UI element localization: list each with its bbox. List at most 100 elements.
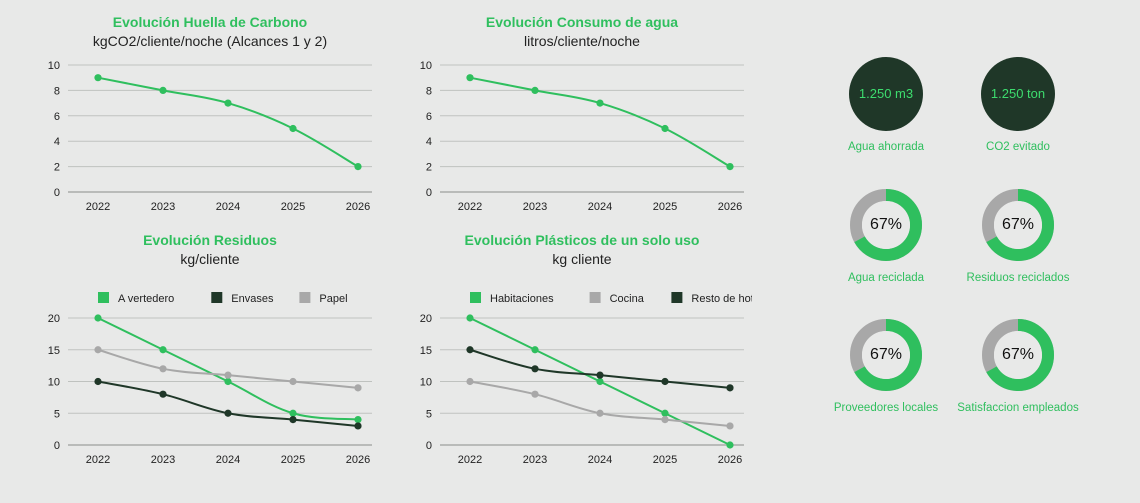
data-point bbox=[224, 371, 232, 379]
x-tick-label: 2024 bbox=[216, 201, 240, 213]
chart-water: Evolución Consumo de agua litros/cliente… bbox=[412, 14, 752, 214]
data-point bbox=[726, 441, 734, 449]
y-tick-label: 20 bbox=[48, 313, 60, 325]
data-point bbox=[354, 422, 362, 430]
y-tick-label: 6 bbox=[54, 111, 60, 123]
x-tick-label: 2025 bbox=[281, 454, 305, 464]
data-point bbox=[726, 163, 734, 171]
donut-hole bbox=[862, 201, 910, 249]
data-point bbox=[354, 163, 362, 171]
kpi-value: 1.250 m3 bbox=[849, 57, 923, 131]
donut-hole bbox=[994, 201, 1042, 249]
legend-label: Envases bbox=[231, 293, 274, 305]
donut-water-recycled: 67% Agua reciclada bbox=[816, 188, 956, 284]
data-point bbox=[354, 416, 362, 424]
data-point bbox=[596, 377, 604, 386]
donut-label: Residuos reciclados bbox=[966, 272, 1070, 284]
donut-value: 67% bbox=[1001, 346, 1035, 363]
data-point bbox=[596, 371, 604, 379]
data-point bbox=[466, 346, 474, 354]
data-point bbox=[531, 346, 539, 354]
chart-title: Evolución Residuos bbox=[143, 232, 277, 248]
legend-swatch bbox=[211, 292, 223, 303]
y-tick-label: 2 bbox=[54, 162, 60, 174]
data-point bbox=[661, 416, 669, 424]
donut-employee-satisfaction: 67% Satisfaccion empleados bbox=[948, 318, 1088, 414]
series-line bbox=[97, 317, 359, 421]
data-point bbox=[159, 365, 167, 373]
x-tick-label: 2023 bbox=[523, 454, 547, 464]
y-tick-label: 15 bbox=[48, 345, 60, 357]
data-point bbox=[289, 409, 297, 417]
data-point bbox=[159, 346, 167, 354]
y-tick-label: 0 bbox=[426, 187, 432, 199]
x-tick-label: 2023 bbox=[523, 201, 547, 213]
y-tick-label: 10 bbox=[420, 377, 432, 389]
y-tick-label: 5 bbox=[426, 408, 432, 420]
donut-fill bbox=[850, 319, 922, 391]
data-point bbox=[289, 416, 297, 424]
x-tick-label: 2024 bbox=[588, 201, 612, 213]
data-point bbox=[596, 409, 604, 417]
carbon-plot: 0 2 4 6 8 10 2022 2023 2024 2025 2026 bbox=[48, 60, 372, 213]
legend-swatch bbox=[470, 292, 481, 303]
y-tick-label: 4 bbox=[54, 136, 60, 148]
donut-chart bbox=[850, 189, 922, 261]
y-tick-label: 10 bbox=[420, 60, 432, 72]
data-point bbox=[159, 390, 167, 398]
y-tick-label: 0 bbox=[54, 187, 60, 199]
data-point bbox=[466, 74, 474, 82]
legend-swatch bbox=[589, 292, 601, 303]
data-point bbox=[224, 99, 232, 107]
waste-plot: 0 5 10 15 20 2022 2023 2024 2025 2026 A vertedero E… bbox=[48, 292, 372, 464]
donut-chart bbox=[850, 319, 922, 391]
donut-chart bbox=[982, 319, 1054, 391]
data-point bbox=[94, 346, 102, 354]
data-point bbox=[94, 74, 102, 82]
legend-swatch bbox=[299, 292, 311, 303]
data-point bbox=[596, 99, 604, 107]
donut-value: 67% bbox=[869, 346, 903, 363]
x-tick-label: 2022 bbox=[458, 201, 482, 213]
x-tick-label: 2024 bbox=[216, 454, 240, 464]
plastics-plot: 0 5 10 15 20 2022 2023 2024 2025 2026 Habitaciones… bbox=[420, 292, 752, 464]
data-point bbox=[289, 377, 297, 386]
series-line bbox=[469, 76, 731, 168]
x-tick-label: 2023 bbox=[151, 454, 175, 464]
data-point bbox=[354, 384, 362, 392]
donut-fill bbox=[850, 189, 922, 261]
y-tick-label: 0 bbox=[426, 440, 432, 452]
kpi-co2-avoided: 1.250 ton CO2 evitado bbox=[948, 57, 1088, 153]
donut-waste-recycled: 67% Residuos reciclados bbox=[948, 188, 1088, 284]
chart-title: Evolución Huella de Carbono bbox=[112, 14, 308, 30]
chart-subtitle: kg/cliente bbox=[180, 251, 240, 267]
kpi-label: Agua ahorrada bbox=[847, 141, 925, 153]
data-point bbox=[531, 390, 539, 398]
series-line bbox=[97, 76, 359, 168]
x-tick-label: 2022 bbox=[458, 454, 482, 464]
data-point bbox=[661, 124, 669, 133]
legend-swatch bbox=[671, 292, 683, 303]
x-tick-label: 2024 bbox=[588, 454, 612, 464]
x-tick-label: 2022 bbox=[86, 454, 110, 464]
donut-label: Satisfaccion empleados bbox=[957, 402, 1079, 414]
series-line bbox=[469, 380, 731, 427]
donut-label: Agua reciclada bbox=[847, 272, 925, 284]
kpi-value: 1.250 ton bbox=[981, 57, 1055, 131]
x-tick-label: 2026 bbox=[718, 454, 742, 464]
legend-swatch bbox=[98, 292, 109, 303]
chart-waste: Evolución Residuos kg/cliente 0 5 10 15 20 20… bbox=[40, 232, 380, 464]
data-point bbox=[224, 377, 232, 386]
y-tick-label: 15 bbox=[420, 345, 432, 357]
x-tick-label: 2026 bbox=[718, 201, 742, 213]
chart-title: Evolución Consumo de agua bbox=[485, 14, 679, 30]
kpi-label: CO2 evitado bbox=[986, 141, 1050, 153]
data-point bbox=[224, 409, 232, 417]
donut-value: 67% bbox=[869, 216, 903, 233]
water-plot: 0 2 4 6 8 10 2022 2023 2024 2025 2026 bbox=[420, 60, 744, 213]
data-point bbox=[94, 314, 102, 322]
data-point bbox=[726, 422, 734, 430]
donut-local-suppliers: 67% Proveedores locales bbox=[816, 318, 956, 414]
legend-label: Resto de hotel bbox=[691, 293, 752, 305]
x-tick-label: 2026 bbox=[346, 454, 370, 464]
